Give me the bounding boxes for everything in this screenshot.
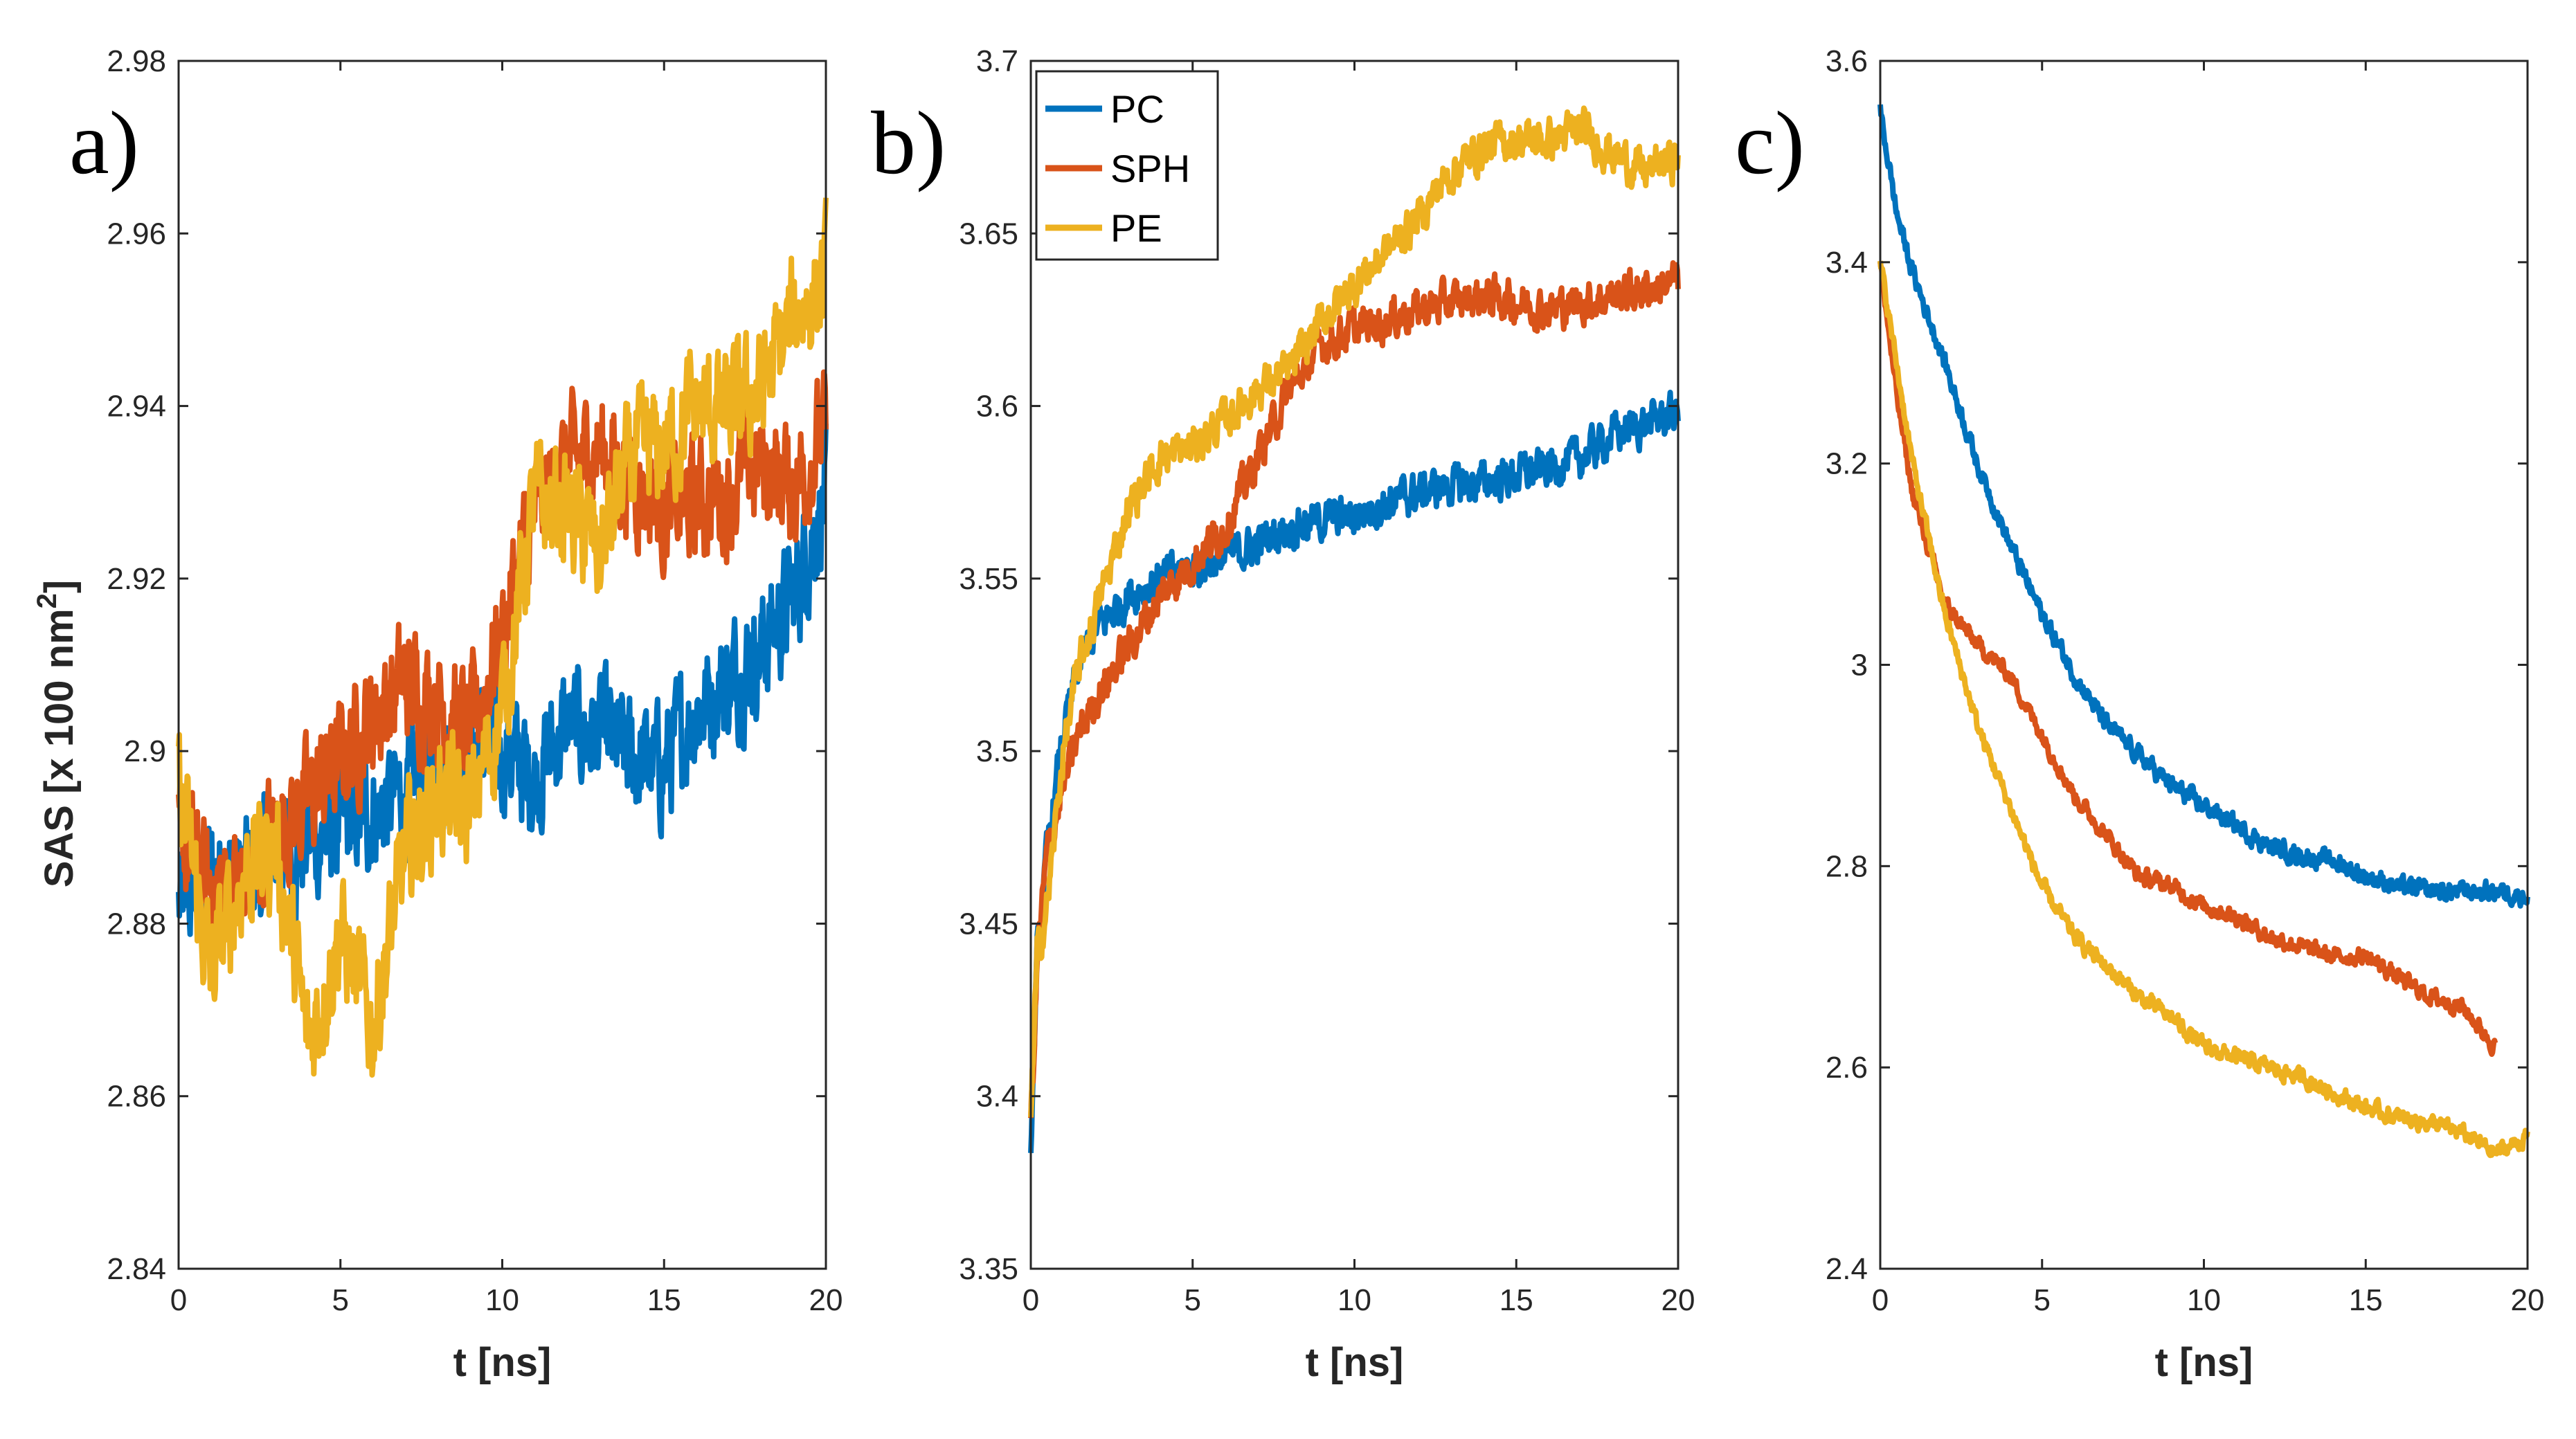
series-line-pe bbox=[176, 197, 829, 1078]
legend-label-pe: PE bbox=[1110, 206, 1162, 250]
x-tick-label: 20 bbox=[1661, 1283, 1695, 1317]
series-line-sph bbox=[176, 369, 829, 956]
x-tick-label: 5 bbox=[332, 1283, 349, 1317]
y-tick-label: 3.65 bbox=[959, 217, 1018, 251]
x-tick-label: 10 bbox=[2187, 1283, 2221, 1317]
y-tick-label: 3.4 bbox=[976, 1080, 1018, 1114]
series-line-sph bbox=[1877, 261, 2498, 1057]
x-tick-label: 20 bbox=[2511, 1283, 2545, 1317]
series-line-pc bbox=[1877, 104, 2530, 909]
x-tick-label: 15 bbox=[1499, 1283, 1533, 1317]
y-tick-label: 2.96 bbox=[107, 217, 166, 251]
y-tick-label: 2.6 bbox=[1826, 1051, 1868, 1085]
x-axis-title: t [ns] bbox=[2155, 1340, 2253, 1385]
y-axis-title-text: SAS [x 100 nm2] bbox=[32, 580, 82, 888]
x-tick-label: 5 bbox=[2034, 1283, 2051, 1317]
y-tick-label: 2.4 bbox=[1826, 1252, 1868, 1286]
y-tick-label: 2.92 bbox=[107, 562, 166, 596]
x-tick-label: 0 bbox=[1872, 1283, 1889, 1317]
x-tick-label: 10 bbox=[485, 1283, 519, 1317]
x-tick-label: 0 bbox=[170, 1283, 187, 1317]
y-tick-label: 3.2 bbox=[1826, 447, 1868, 481]
y-tick-label: 2.98 bbox=[107, 44, 166, 78]
panel-label: b) bbox=[871, 93, 946, 193]
y-tick-label: 3.6 bbox=[976, 390, 1018, 424]
y-axis-title-close: ] bbox=[37, 580, 82, 593]
y-tick-label: 2.84 bbox=[107, 1252, 166, 1286]
y-tick-label: 2.9 bbox=[124, 734, 166, 768]
x-tick-label: 10 bbox=[1337, 1283, 1371, 1317]
series-line-pe bbox=[1877, 260, 2530, 1159]
y-tick-label: 2.88 bbox=[107, 907, 166, 941]
panel-c: 0 5 10 15 20 2.4 2.6 2.8 3 3.2 3.4 3.6 t [ns] c) bbox=[1735, 44, 2544, 1385]
y-tick-label: 3.4 bbox=[1826, 246, 1868, 280]
series-line-pc bbox=[1028, 390, 1681, 1153]
x-axis-title: t [ns] bbox=[453, 1340, 552, 1385]
panel-label: c) bbox=[1735, 93, 1805, 193]
x-tick-label: 5 bbox=[1185, 1283, 1201, 1317]
y-tick-label: 3.45 bbox=[959, 907, 1018, 941]
x-tick-label: 20 bbox=[809, 1283, 843, 1317]
y-tick-label: 2.8 bbox=[1826, 849, 1868, 883]
x-axis-title: t [ns] bbox=[1306, 1340, 1404, 1385]
y-tick-label: 3.35 bbox=[959, 1252, 1018, 1286]
y-axis-title: SAS [x 100 nm2] bbox=[32, 580, 82, 888]
y-tick-label: 3 bbox=[1851, 649, 1868, 682]
x-tick-label: 0 bbox=[1023, 1283, 1039, 1317]
legend: PC SPH PE bbox=[1035, 70, 1219, 261]
y-tick-label: 3.5 bbox=[976, 734, 1018, 768]
y-tick-label: 2.94 bbox=[107, 390, 166, 424]
panel-a: 0 5 10 15 20 2.84 2.86 2.88 2.9 2.92 2.94 2.96 2.98 t… bbox=[69, 44, 843, 1385]
y-tick-label: 2.86 bbox=[107, 1080, 166, 1114]
y-axis-title-superscript: 2 bbox=[32, 593, 62, 608]
series-line-pe bbox=[1028, 105, 1681, 1118]
y-tick-label: 3.7 bbox=[976, 44, 1018, 78]
series-line-sph bbox=[1028, 260, 1681, 1119]
y-tick-label: 3.55 bbox=[959, 562, 1018, 596]
legend-label-sph: SPH bbox=[1110, 147, 1190, 190]
x-tick-label: 15 bbox=[647, 1283, 681, 1317]
legend-label-pc: PC bbox=[1110, 87, 1164, 131]
panel-b: 0 5 10 15 20 3.35 3.4 3.45 3.5 3.55 3.6 3.65 3.7 t [n… bbox=[871, 44, 1695, 1385]
y-tick-label: 3.6 bbox=[1826, 44, 1868, 78]
x-tick-label: 15 bbox=[2349, 1283, 2383, 1317]
y-axis-title-main: SAS [x 100 nm bbox=[37, 608, 82, 887]
panel-label: a) bbox=[69, 93, 139, 193]
